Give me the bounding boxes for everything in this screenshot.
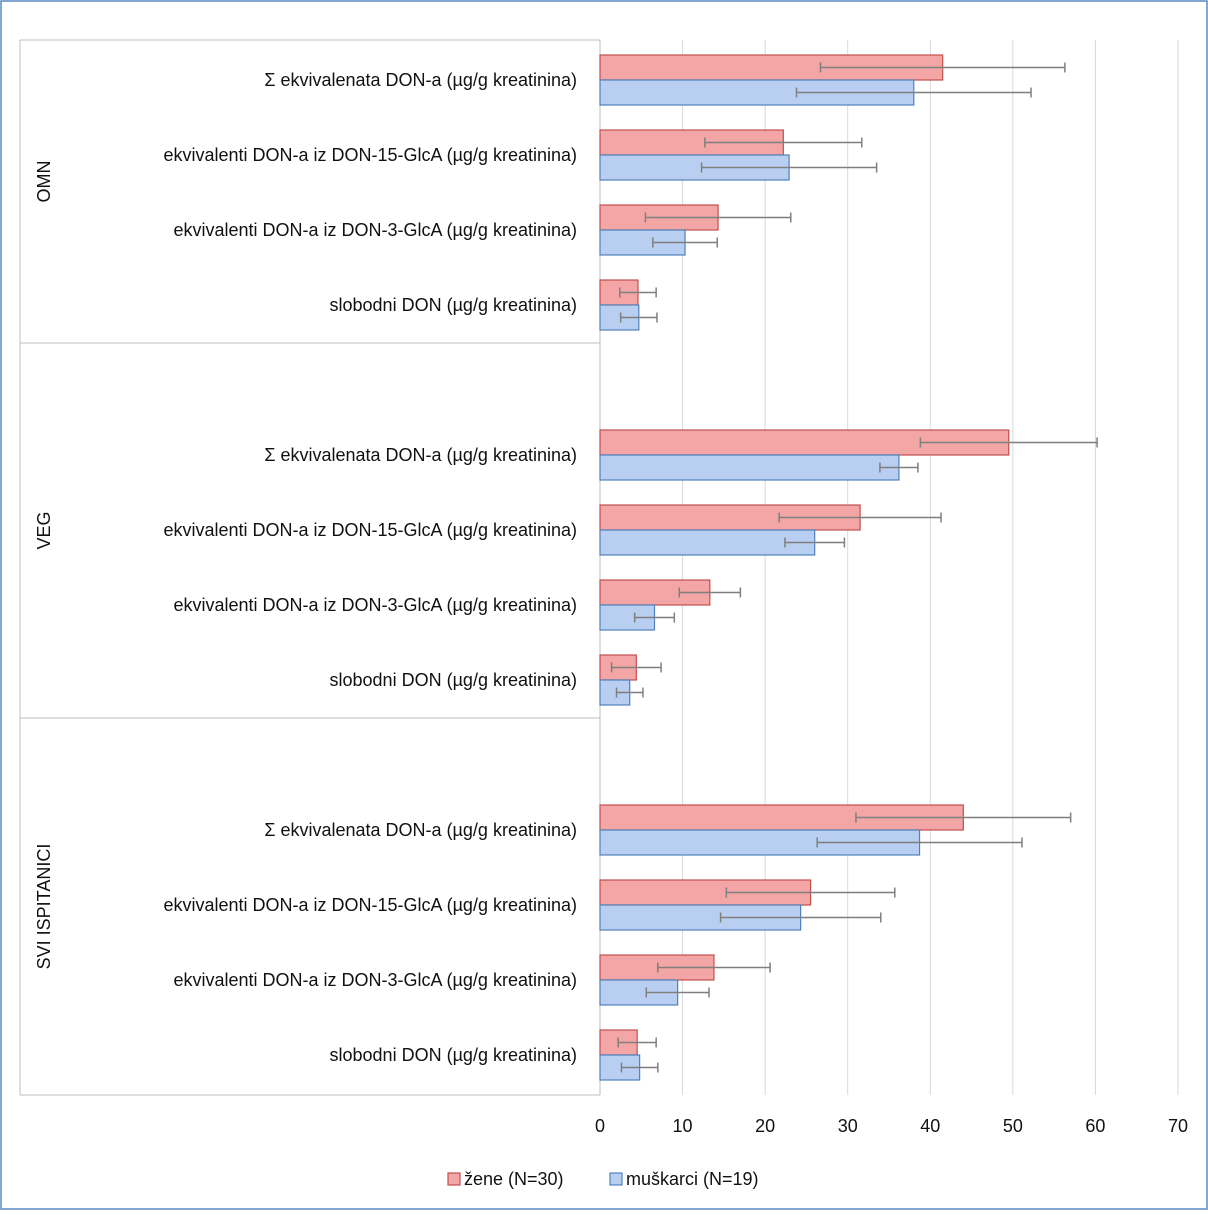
legend: žene (N=30) muškarci (N=19) <box>447 1169 759 1189</box>
error-bar <box>619 287 657 298</box>
error-bar <box>778 512 942 523</box>
legend-item: muškarci (N=19) <box>609 1169 759 1189</box>
x-tick-label: 20 <box>755 1116 775 1136</box>
bar-muskarci <box>599 454 900 481</box>
error-bar <box>657 962 771 973</box>
error-bar <box>700 162 878 173</box>
error-bar <box>652 237 719 248</box>
group-label: SVI ISPITANICI <box>34 844 54 970</box>
legend-label: muškarci (N=19) <box>626 1169 759 1189</box>
error-bar <box>816 837 1023 848</box>
group-label: VEG <box>34 511 54 549</box>
error-bar <box>610 662 662 673</box>
category-label: Σ ekvivalenata DON-a (µg/g kreatinina) <box>264 820 577 840</box>
error-bar <box>645 987 710 998</box>
x-tick-label: 60 <box>1085 1116 1105 1136</box>
error-bar <box>725 887 896 898</box>
error-bar <box>719 912 882 923</box>
error-bar <box>620 1062 659 1073</box>
error-bar <box>704 137 863 148</box>
category-label: ekvivalenti DON-a iz DON-15-GlcA (µg/g k… <box>164 895 578 915</box>
category-label: slobodni DON (µg/g kreatinina) <box>330 295 577 315</box>
error-bar <box>919 437 1098 448</box>
bar-muskarci <box>599 529 816 556</box>
category-label: slobodni DON (µg/g kreatinina) <box>330 1045 577 1065</box>
category-label: ekvivalenti DON-a iz DON-3-GlcA (µg/g kr… <box>174 970 578 990</box>
x-tick-label: 50 <box>1003 1116 1023 1136</box>
x-tick-label: 30 <box>838 1116 858 1136</box>
legend-swatch <box>609 1172 623 1186</box>
error-bar <box>617 1037 657 1048</box>
x-axis: 0 10 20 30 40 50 60 70 <box>595 1116 1188 1136</box>
category-structure: OMN Σ ekvivalenata DON-a (µg/g kreatinina… <box>19 39 601 1096</box>
error-bar <box>678 587 742 598</box>
category-label: slobodni DON (µg/g kreatinina) <box>330 670 577 690</box>
category-label: Σ ekvivalenata DON-a (µg/g kreatinina) <box>264 70 577 90</box>
category-label: ekvivalenti DON-a iz DON-3-GlcA (µg/g kr… <box>174 220 578 240</box>
legend-swatch <box>447 1172 461 1186</box>
x-tick-label: 40 <box>920 1116 940 1136</box>
legend-item: žene (N=30) <box>447 1169 564 1189</box>
error-bar <box>619 312 658 323</box>
group-label: OMN <box>34 161 54 203</box>
error-bar <box>819 62 1066 73</box>
x-tick-label: 0 <box>595 1116 605 1136</box>
error-bar <box>633 612 676 623</box>
error-bar <box>879 462 919 473</box>
error-bar <box>784 537 846 548</box>
x-tick-label: 70 <box>1168 1116 1188 1136</box>
category-label: Σ ekvivalenata DON-a (µg/g kreatinina) <box>264 445 577 465</box>
error-bar <box>644 212 792 223</box>
error-bar-layer <box>610 62 1098 1073</box>
category-label: ekvivalenti DON-a iz DON-15-GlcA (µg/g k… <box>164 520 578 540</box>
error-bar <box>855 812 1072 823</box>
legend-label: žene (N=30) <box>464 1169 564 1189</box>
category-label: ekvivalenti DON-a iz DON-3-GlcA (µg/g kr… <box>174 595 578 615</box>
error-bar <box>795 87 1032 98</box>
category-label: ekvivalenti DON-a iz DON-15-GlcA (µg/g k… <box>164 145 578 165</box>
error-bar <box>615 687 644 698</box>
x-tick-label: 10 <box>673 1116 693 1136</box>
